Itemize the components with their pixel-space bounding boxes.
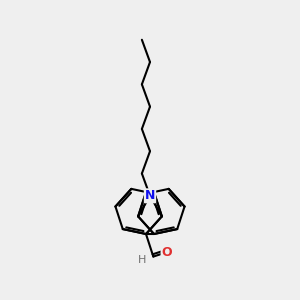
Text: H: H	[138, 255, 146, 265]
Text: O: O	[161, 246, 172, 259]
Text: N: N	[145, 189, 155, 202]
